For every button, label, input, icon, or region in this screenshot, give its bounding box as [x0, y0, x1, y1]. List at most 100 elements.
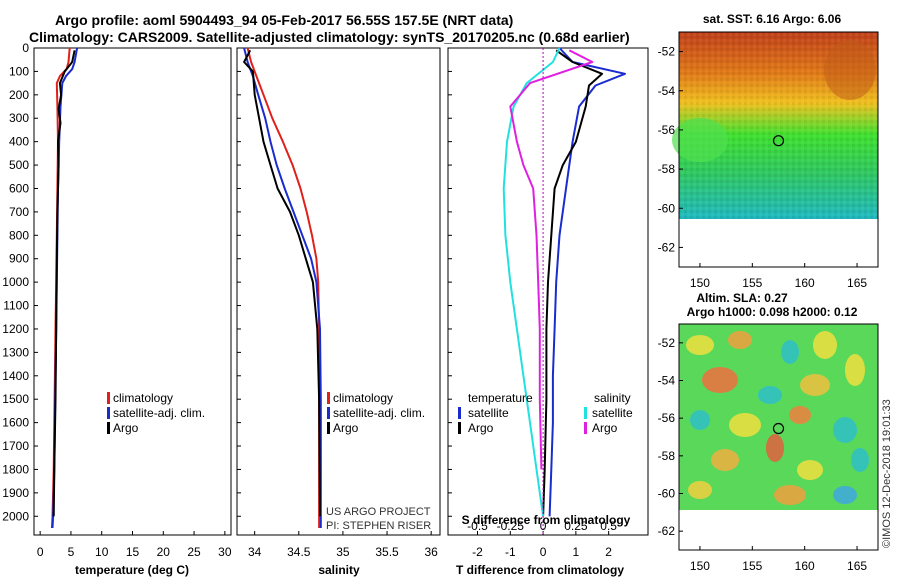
lon-tick-label: 155: [742, 276, 762, 290]
difference-axis-label: T difference from climatology: [456, 563, 624, 577]
lon-tick-label: 160: [795, 559, 815, 573]
depth-tick-label: 500: [9, 158, 29, 172]
sla-map-frame: [678, 323, 879, 551]
legend-temperature-heading: temperature: [468, 391, 533, 405]
series-salinity-satellite: [502, 47, 561, 517]
sla-blob: [813, 331, 837, 359]
depth-tick-label: 900: [9, 252, 29, 266]
argo-position-marker: [772, 422, 785, 435]
temperature-panel: 0 5 10 15 20 25 30: [37, 47, 232, 559]
depth-tick-label: 1200: [2, 322, 29, 336]
lat-tick-label: -58: [658, 162, 676, 176]
sla-blob: [789, 406, 811, 424]
lat-tick-label: -60: [658, 487, 676, 501]
series-argo: [243, 49, 321, 517]
depth-tick-label: 200: [9, 88, 29, 102]
x-tick-label: 36: [424, 545, 438, 559]
sla-map-axes: 150 155 160 165 -52 -54 -56 -58 -60 -62: [658, 336, 868, 573]
sst-map-frame: [678, 31, 879, 268]
sla-blob: [833, 417, 857, 443]
legend-argo: Argo: [333, 421, 359, 435]
legend-argo: Argo: [113, 421, 139, 435]
sla-field: [679, 324, 878, 510]
legend-s-satellite: satellite: [592, 406, 633, 420]
legend-swatch-satellite: [107, 407, 110, 419]
x-tick-label: 1: [573, 545, 580, 559]
lon-tick-label: 150: [690, 559, 710, 573]
sla-blob: [702, 367, 738, 393]
legend-climatology: climatology: [333, 391, 393, 405]
depth-tick-label: 1400: [2, 369, 29, 383]
depth-tick-label: 2000: [2, 509, 29, 523]
legend-satellite: satellite-adj. clim.: [113, 406, 205, 420]
sst-no-data: [679, 219, 878, 267]
sla-map-title: Altim. SLA: 0.27: [696, 291, 788, 305]
x-tick-label: 2: [605, 545, 612, 559]
sla-blob: [711, 449, 739, 471]
sla-anomaly-blobs: [686, 331, 869, 505]
sst-map: 150 155 160 165 -52 -54 -56 -58 -60 -62: [658, 31, 879, 290]
temperature-plot-frame: [33, 47, 232, 536]
lon-tick-label: 155: [742, 559, 762, 573]
legend-t-argo: Argo: [468, 421, 494, 435]
depth-tick-label: 1100: [3, 299, 29, 313]
depth-axis: 0 100 200 300 400 500 600 700 800 900 1000 1100 1200…: [2, 41, 452, 523]
x-tick-label: 0: [540, 545, 547, 559]
sla-blob: [781, 340, 799, 364]
sla-blob: [758, 386, 782, 404]
legend-swatch-t-argo: [458, 422, 461, 434]
sla-map: 150 155 160 165 -52 -54 -56 -58 -60 -62: [658, 323, 879, 573]
salinity-panel: 34 34.5 35 35.5 36: [243, 47, 438, 559]
legend-swatch-argo: [107, 422, 110, 434]
x-tick-label: 0: [37, 545, 44, 559]
series-salinity-argo: [509, 49, 594, 470]
project-credit: US ARGO PROJECT: [326, 506, 431, 518]
sla-blob: [690, 410, 710, 430]
depth-tick-label: 800: [9, 228, 29, 242]
x-tick-label: -1: [505, 545, 516, 559]
temperature-axis-label: temperature (deg C): [75, 563, 189, 577]
series-satellite-adj-clim-: [243, 47, 322, 528]
sla-blob: [686, 335, 714, 355]
lon-tick-label: 160: [795, 276, 815, 290]
sst-cool-patch: [672, 118, 728, 162]
sla-blob: [774, 485, 806, 505]
lat-tick-label: -58: [658, 449, 676, 463]
x-tick-label: 10: [95, 545, 109, 559]
legend-swatch-s-satellite: [584, 407, 587, 419]
legend-t-satellite: satellite: [468, 406, 509, 420]
sla-blob: [728, 331, 752, 349]
depth-tick-label: 700: [9, 205, 29, 219]
legend-climatology: climatology: [113, 391, 173, 405]
sla-blob: [766, 434, 784, 462]
depth-tick-label: 1500: [2, 392, 29, 406]
sla-blob: [845, 354, 865, 386]
pi-credit: PI: STEPHEN RISER: [326, 520, 431, 532]
x-tick-label: 25: [187, 545, 201, 559]
s-diff-tick-label: 0: [540, 519, 547, 533]
title-line-2: Climatology: CARS2009. Satellite-adjuste…: [29, 29, 630, 45]
legend-swatch-climatology: [327, 392, 330, 404]
depth-tick-label: 1300: [2, 345, 29, 359]
depth-tick-label: 1700: [2, 439, 29, 453]
depth-tick-label: 300: [9, 111, 29, 125]
lat-tick-label: -62: [658, 240, 676, 254]
legend-swatch-climatology: [107, 392, 110, 404]
salinity-plot-frame: [236, 47, 441, 536]
lat-tick-label: -56: [658, 123, 676, 137]
x-tick-label: 5: [68, 545, 75, 559]
depth-tick-label: 1000: [2, 275, 29, 289]
x-tick-label: 30: [218, 545, 232, 559]
x-tick-label: 35: [336, 545, 350, 559]
sla-blob: [688, 481, 712, 499]
legend-swatch-argo: [327, 422, 330, 434]
sla-no-data: [679, 510, 878, 550]
s-diff-tick-label: -0.25: [497, 519, 525, 533]
depth-tick-label: 600: [9, 181, 29, 195]
imos-credit: ©IMOS 12-Dec-2018 19:01:33: [881, 399, 893, 548]
salinity-legend: climatology satellite-adj. clim. Argo: [327, 391, 425, 435]
s-difference-axis-label: S difference from climatology: [462, 513, 631, 527]
lat-tick-label: -54: [658, 84, 676, 98]
s-diff-tick-label: 0.25: [564, 519, 588, 533]
lat-tick-label: -56: [658, 411, 676, 425]
